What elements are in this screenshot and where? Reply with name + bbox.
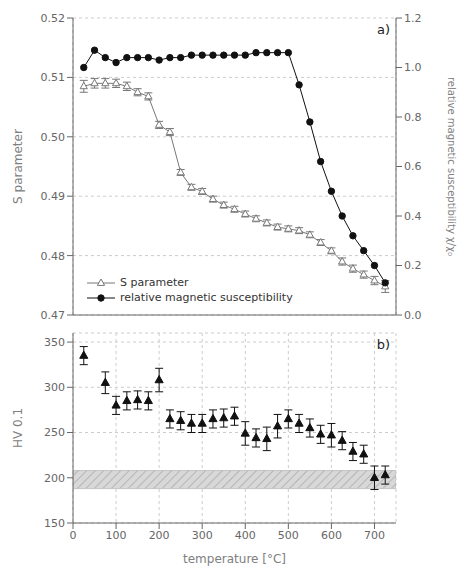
svg-text:250: 250 — [44, 426, 65, 439]
svg-text:100: 100 — [106, 529, 127, 542]
svg-text:0.48: 0.48 — [41, 250, 66, 263]
svg-text:300: 300 — [192, 529, 213, 542]
svg-text:0.51: 0.51 — [41, 71, 66, 84]
svg-text:1.0: 1.0 — [404, 61, 422, 74]
html-text:b): b) — [376, 337, 390, 352]
svg-text:150: 150 — [44, 517, 65, 530]
svg-text:1.2: 1.2 — [404, 12, 422, 25]
svg-text:600: 600 — [321, 529, 342, 542]
svg-text:0.47: 0.47 — [41, 309, 66, 322]
svg-text:300: 300 — [44, 381, 65, 394]
svg-text:temperature [°C]: temperature [°C] — [183, 552, 286, 566]
html-text:a): a) — [377, 22, 390, 37]
svg-text:0.2: 0.2 — [404, 259, 422, 272]
svg-text:0.4: 0.4 — [404, 210, 422, 223]
html-text:relative magnetic susceptibili: relative magnetic susceptibility — [120, 291, 293, 304]
svg-text:0: 0 — [70, 529, 77, 542]
svg-text:0.6: 0.6 — [404, 160, 422, 173]
svg-text:HV 0.1: HV 0.1 — [11, 408, 25, 448]
svg-text:500: 500 — [278, 529, 299, 542]
html-text:S parameter: S parameter — [120, 276, 189, 289]
svg-text:0.52: 0.52 — [41, 12, 66, 25]
svg-text:400: 400 — [235, 529, 256, 542]
svg-text:S parameter: S parameter — [11, 129, 25, 204]
svg-text:0.0: 0.0 — [404, 309, 422, 322]
svg-text:200: 200 — [44, 472, 65, 485]
svg-text:200: 200 — [149, 529, 170, 542]
svg-text:0.50: 0.50 — [41, 131, 66, 144]
svg-text:700: 700 — [364, 529, 385, 542]
svg-text:0.8: 0.8 — [404, 111, 422, 124]
svg-text:0.49: 0.49 — [41, 190, 66, 203]
svg-text:350: 350 — [44, 336, 65, 349]
svg-text:relative magnetic susceptibili: relative magnetic susceptibility χ/χ₀ — [446, 77, 457, 256]
